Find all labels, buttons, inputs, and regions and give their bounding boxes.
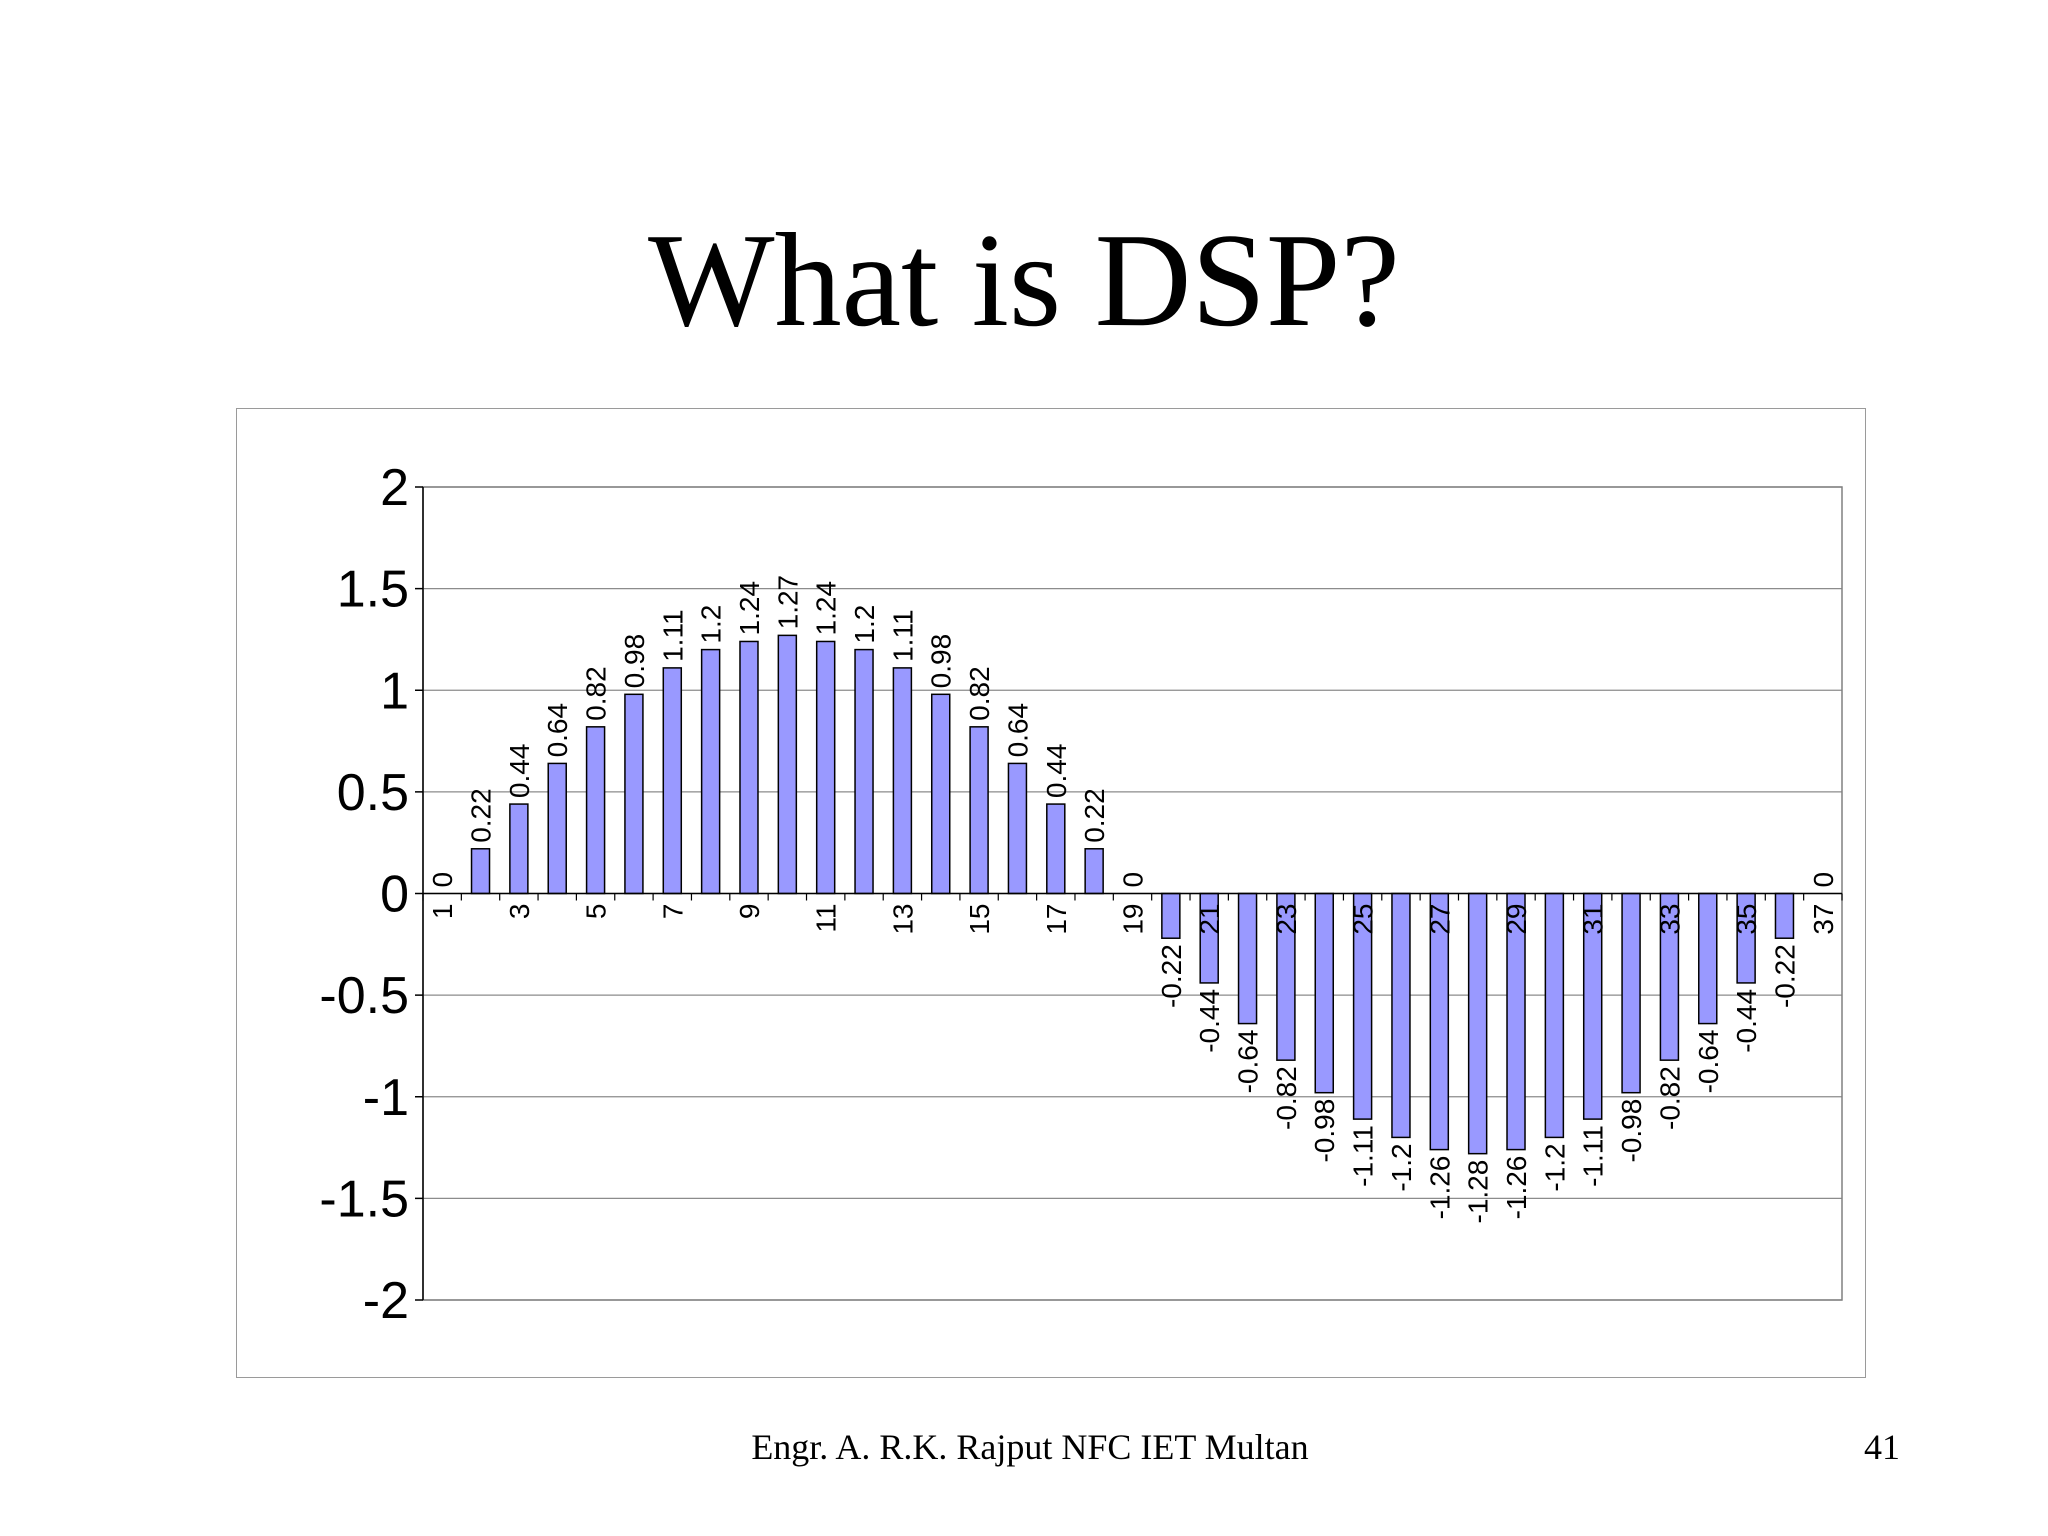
y-tick-label-3: -0.5 bbox=[319, 967, 409, 1025]
data-label-17: 0.44 bbox=[1041, 744, 1072, 799]
bar-18 bbox=[1084, 848, 1104, 895]
bar-9 bbox=[739, 640, 759, 895]
x-tick-label-11: 11 bbox=[811, 904, 842, 933]
data-label-1: 0 bbox=[427, 872, 458, 888]
y-tick-label-1: -1.5 bbox=[319, 1170, 409, 1228]
data-label-24: -0.98 bbox=[1309, 1099, 1340, 1163]
bar-32 bbox=[1621, 892, 1641, 1094]
x-tick-label-3: 3 bbox=[504, 904, 535, 920]
data-label-23: -0.82 bbox=[1271, 1066, 1302, 1130]
y-tick-label-7: 1.5 bbox=[337, 561, 409, 619]
x-tick-label-9: 9 bbox=[734, 904, 765, 920]
x-tick-label-1: 1 bbox=[427, 904, 458, 920]
data-label-32: -0.98 bbox=[1616, 1099, 1647, 1163]
bar-17 bbox=[1046, 803, 1066, 895]
bar-13 bbox=[892, 667, 913, 895]
data-label-31: -1.11 bbox=[1578, 1125, 1609, 1187]
data-label-30: -1.2 bbox=[1539, 1143, 1570, 1191]
data-label-37: 0 bbox=[1808, 872, 1839, 888]
bar-11 bbox=[815, 640, 836, 895]
bar-14 bbox=[930, 693, 951, 895]
data-label-14: 0.98 bbox=[926, 634, 957, 689]
data-label-4: 0.64 bbox=[542, 703, 573, 758]
data-label-5: 0.82 bbox=[581, 666, 612, 721]
data-label-19: 0 bbox=[1118, 872, 1149, 888]
page-number: 41 bbox=[1864, 1427, 1900, 1467]
bar-10 bbox=[777, 634, 798, 895]
x-tick-label-27: 27 bbox=[1424, 904, 1455, 935]
x-tick-label-35: 35 bbox=[1731, 904, 1762, 935]
data-label-9: 1.24 bbox=[734, 581, 765, 636]
bar-12 bbox=[854, 648, 874, 895]
bar-15 bbox=[969, 726, 989, 895]
data-label-6: 0.98 bbox=[619, 634, 650, 689]
footer-author: Engr. A. R.K. Rajput NFC IET Multan bbox=[751, 1427, 1309, 1467]
data-label-18: 0.22 bbox=[1079, 788, 1110, 843]
bar-28 bbox=[1467, 892, 1488, 1155]
data-label-28: -1.28 bbox=[1463, 1160, 1494, 1224]
x-tick-label-21: 21 bbox=[1194, 904, 1225, 935]
bar-30 bbox=[1544, 892, 1565, 1139]
bar-26 bbox=[1391, 892, 1411, 1139]
data-label-34: -0.64 bbox=[1693, 1030, 1724, 1094]
data-label-36: -0.22 bbox=[1769, 944, 1800, 1008]
bar-6 bbox=[624, 693, 644, 895]
x-tick-label-5: 5 bbox=[581, 904, 612, 920]
data-label-26: -1.2 bbox=[1386, 1143, 1417, 1191]
data-label-10: 1.27 bbox=[772, 575, 803, 630]
x-tick-label-7: 7 bbox=[657, 904, 688, 920]
bar-2 bbox=[470, 848, 491, 895]
bar-24 bbox=[1314, 892, 1335, 1094]
data-label-2: 0.22 bbox=[466, 788, 497, 843]
bar-5 bbox=[585, 726, 606, 895]
data-label-16: 0.64 bbox=[1002, 703, 1033, 758]
y-tick-label-4: 0 bbox=[380, 866, 409, 924]
data-label-33: -0.82 bbox=[1654, 1066, 1685, 1130]
y-tick-label-5: 0.5 bbox=[337, 764, 409, 822]
data-label-3: 0.44 bbox=[504, 744, 535, 799]
data-label-7: 1.11 bbox=[657, 609, 688, 661]
x-tick-label-23: 23 bbox=[1271, 904, 1302, 935]
chart-frame: -2 -1.5 -1 -0.5 0 0.5 1 1.5 2 1 3 5 7 9 11 13 15 17 19 21 23… bbox=[236, 408, 1866, 1378]
x-tick-label-31: 31 bbox=[1578, 904, 1609, 935]
x-tick-label-33: 33 bbox=[1654, 904, 1685, 935]
bar-8 bbox=[700, 648, 721, 895]
data-label-35: -0.44 bbox=[1731, 989, 1762, 1053]
bar-7 bbox=[662, 667, 683, 895]
data-label-20: -0.22 bbox=[1156, 944, 1187, 1008]
data-label-13: 1.11 bbox=[887, 609, 918, 661]
y-tick-label-6: 1 bbox=[380, 662, 409, 720]
bar-4 bbox=[547, 762, 567, 895]
x-tick-label-19: 19 bbox=[1118, 904, 1149, 935]
data-label-21: -0.44 bbox=[1194, 989, 1225, 1053]
x-tick-label-25: 25 bbox=[1348, 904, 1379, 935]
bar-36 bbox=[1774, 892, 1795, 939]
bar-3 bbox=[509, 803, 529, 895]
data-label-8: 1.2 bbox=[696, 605, 727, 644]
x-tick-label-15: 15 bbox=[964, 904, 995, 935]
y-tick-label-0: -2 bbox=[363, 1272, 409, 1330]
bar-20 bbox=[1161, 892, 1181, 939]
y-tick-label-8: 2 bbox=[380, 459, 409, 517]
data-label-29: -1.26 bbox=[1501, 1156, 1532, 1220]
y-tick-label-2: -1 bbox=[363, 1069, 409, 1127]
data-label-22: -0.64 bbox=[1233, 1030, 1264, 1094]
data-label-11: 1.24 bbox=[811, 581, 842, 636]
data-label-12: 1.2 bbox=[849, 605, 880, 644]
bar-34 bbox=[1698, 892, 1718, 1025]
x-tick-label-29: 29 bbox=[1501, 904, 1532, 935]
bar-22 bbox=[1237, 892, 1258, 1025]
data-label-15: 0.82 bbox=[964, 666, 995, 721]
bar-16 bbox=[1007, 762, 1028, 895]
x-tick-label-13: 13 bbox=[887, 904, 918, 935]
slide-title: What is DSP? bbox=[648, 206, 1400, 354]
x-tick-label-17: 17 bbox=[1041, 904, 1072, 935]
bar-chart: -2-1.5-1-0.500.511.521 3 5 7 9 11 13 15 17 19 21 23… bbox=[319, 459, 1843, 1330]
x-tick-label-37: 37 bbox=[1808, 904, 1839, 935]
data-label-27: -1.26 bbox=[1424, 1156, 1455, 1220]
data-label-25: -1.11 bbox=[1348, 1125, 1379, 1187]
